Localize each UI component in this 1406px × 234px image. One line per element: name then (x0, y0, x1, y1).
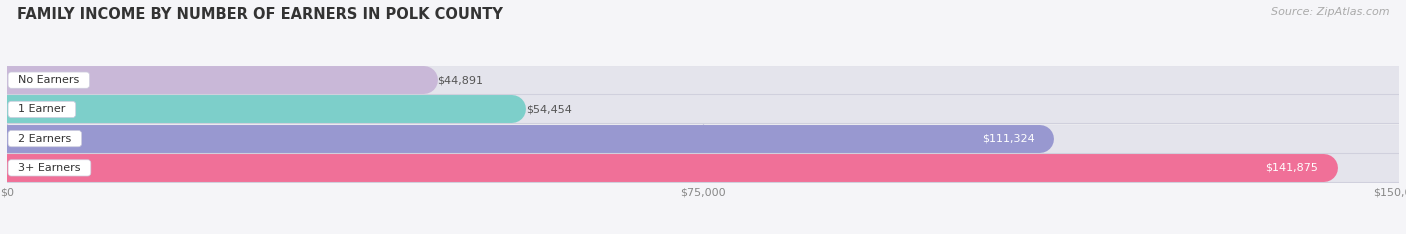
Text: 2 Earners: 2 Earners (11, 134, 79, 144)
Text: No Earners: No Earners (11, 75, 86, 85)
Text: $54,454: $54,454 (526, 104, 572, 114)
Text: FAMILY INCOME BY NUMBER OF EARNERS IN POLK COUNTY: FAMILY INCOME BY NUMBER OF EARNERS IN PO… (17, 7, 503, 22)
Text: $141,875: $141,875 (1265, 163, 1317, 173)
Text: Source: ZipAtlas.com: Source: ZipAtlas.com (1271, 7, 1389, 17)
Text: 3+ Earners: 3+ Earners (11, 163, 87, 173)
Text: $111,324: $111,324 (981, 134, 1035, 144)
Text: $44,891: $44,891 (437, 75, 484, 85)
Text: 1 Earner: 1 Earner (11, 104, 73, 114)
